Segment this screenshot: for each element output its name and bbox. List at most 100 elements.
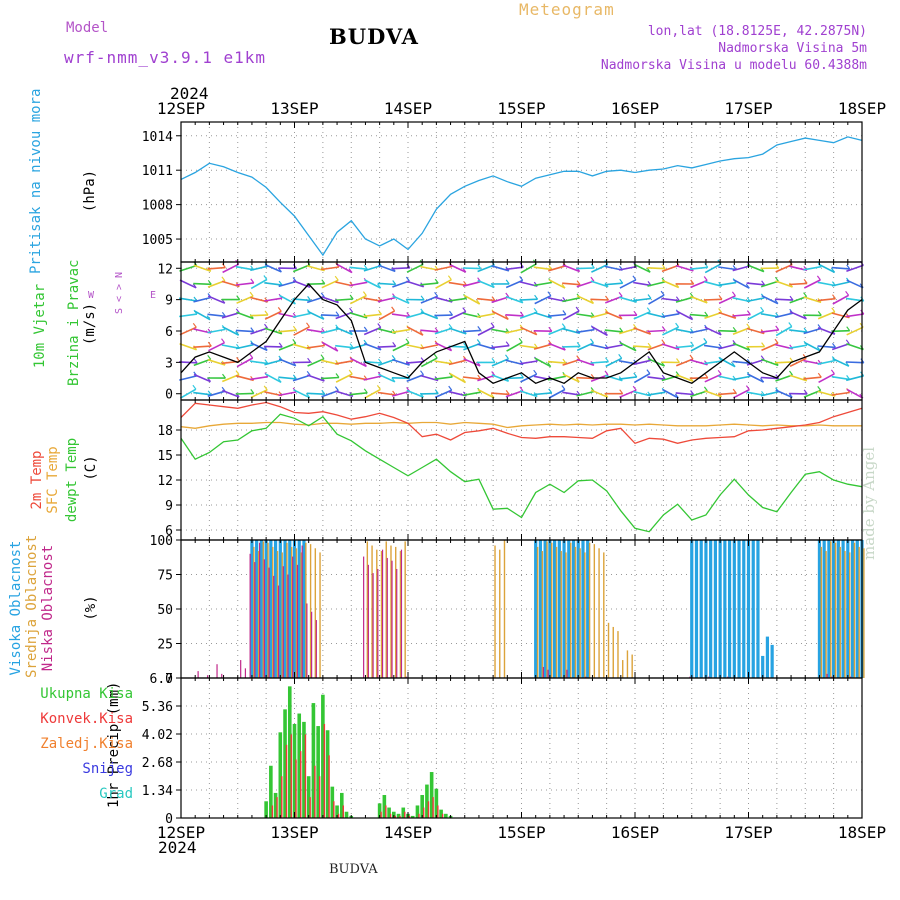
cloud-mid-bar (830, 541, 832, 678)
wind-barb-flag (334, 386, 339, 391)
wind-barb (533, 343, 552, 350)
precip-total-bar (316, 726, 320, 818)
wind-barb (675, 296, 694, 303)
wind-barb (179, 297, 198, 302)
wind-barb (235, 392, 254, 395)
wind-barb (690, 341, 708, 352)
wind-barb-flag (491, 296, 496, 301)
top-year-label: 2024 (170, 84, 209, 103)
wind-barb (477, 297, 496, 302)
precip-total-bar (330, 786, 335, 818)
cloud-high-bar (553, 540, 557, 678)
y-tick-label: 0 (165, 388, 173, 403)
wind-barb-flag (675, 296, 680, 302)
cloud-high-bar (841, 540, 845, 678)
wind-barb-flag (561, 323, 566, 328)
wind-barb (320, 376, 340, 380)
wind-barb (562, 391, 581, 396)
wind-barb-flag (447, 275, 452, 281)
precip-total-bar (382, 795, 387, 818)
wind-barb-flag (250, 278, 255, 284)
cloud-mid-bar (404, 541, 406, 678)
wind-barb (747, 310, 764, 321)
wind-barb (533, 266, 552, 271)
wind-barb (803, 279, 821, 289)
wind-barb-flag (632, 385, 637, 391)
wind-barb-flag (660, 290, 665, 296)
cloud-low-bar (363, 556, 365, 678)
wind-barb (690, 295, 708, 304)
cloud-high-bar (832, 540, 836, 678)
wind-barb-flag (490, 322, 495, 328)
cloud-mid-bar (612, 626, 614, 678)
wind-barb (321, 279, 339, 289)
wind-barb-flag (405, 276, 410, 282)
cloud-low-bar (547, 669, 549, 678)
wind-barb (604, 329, 623, 333)
cloud-high-bar (259, 540, 263, 678)
wind-barb (576, 267, 595, 270)
wind-barb (774, 361, 794, 364)
cloud-mid-bar (395, 546, 397, 678)
wind-barb-flag (519, 373, 524, 379)
cloud-high-bar (250, 540, 254, 678)
wind-barb (520, 263, 537, 274)
cloud-low-bar (850, 676, 852, 678)
wind-barb-flag (349, 294, 354, 300)
cloud-low-bar (386, 557, 388, 678)
wind-barb (378, 373, 396, 383)
wind-barb (562, 358, 580, 366)
y-tick-label: 6.7 (150, 672, 173, 687)
wind-barb (264, 282, 283, 286)
wind-barb (576, 295, 594, 305)
wind-barb (633, 297, 652, 302)
wind-barb (420, 311, 438, 320)
wind-barb-flag (717, 369, 722, 375)
wind-barb-flag (618, 353, 623, 359)
wind-barb-flag (590, 312, 595, 317)
wind-barb-flag (846, 264, 851, 270)
grid-layer (181, 122, 862, 818)
wind-barb (704, 263, 722, 274)
pressure-line (180, 136, 863, 257)
wind-barb (590, 298, 609, 301)
wind-barb-flag (362, 291, 367, 296)
y-tick-label: 1011 (142, 164, 173, 179)
wind-barb (221, 312, 240, 319)
wind-barb-flag (334, 346, 339, 352)
wind-barb-flag (378, 358, 382, 364)
cloud-mid-bar (569, 542, 572, 678)
compass-south: S (114, 308, 125, 314)
precip-conv-bar (342, 805, 344, 818)
wind-barb (193, 296, 212, 303)
wind-barb-flag (448, 323, 453, 329)
wind-barb (519, 360, 538, 365)
wind-barb-flag (619, 389, 624, 395)
y-tick-label: 4.02 (142, 728, 173, 743)
wind-barb (818, 373, 835, 384)
cloud-high-bar (713, 540, 717, 678)
wind-barb-flag (831, 307, 836, 313)
x-day-label-top: 15SEP (497, 99, 545, 118)
wind-barb (391, 267, 410, 270)
wind-barb (462, 280, 481, 287)
wind-barb (420, 357, 438, 368)
y-tick-label: 0 (165, 812, 173, 827)
wind-barb (704, 311, 722, 319)
wind-barb-flag (264, 310, 269, 316)
wind-barb (760, 376, 779, 380)
wind-barb (576, 342, 594, 352)
cloud-mid-bar (551, 542, 553, 678)
cloud-mid-bar (253, 546, 255, 678)
precip-total-bar (339, 792, 344, 818)
wind-barb (193, 282, 212, 286)
cloud-mid-bar (603, 552, 605, 678)
wind-barb-flag (534, 294, 539, 300)
y-tick-label: 15 (157, 449, 173, 464)
wind-barb-flag (831, 268, 836, 273)
cloud-mid-bar (390, 545, 392, 678)
compass-arrow-left: < (114, 296, 125, 302)
wind-barb (505, 295, 524, 304)
wind-barb-flag (263, 275, 268, 280)
wind-barb-flag (732, 265, 737, 270)
